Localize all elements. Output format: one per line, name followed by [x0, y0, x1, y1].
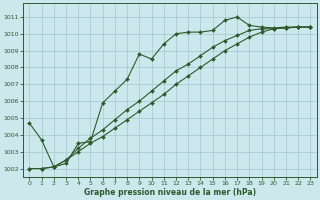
X-axis label: Graphe pression niveau de la mer (hPa): Graphe pression niveau de la mer (hPa) [84, 188, 256, 197]
